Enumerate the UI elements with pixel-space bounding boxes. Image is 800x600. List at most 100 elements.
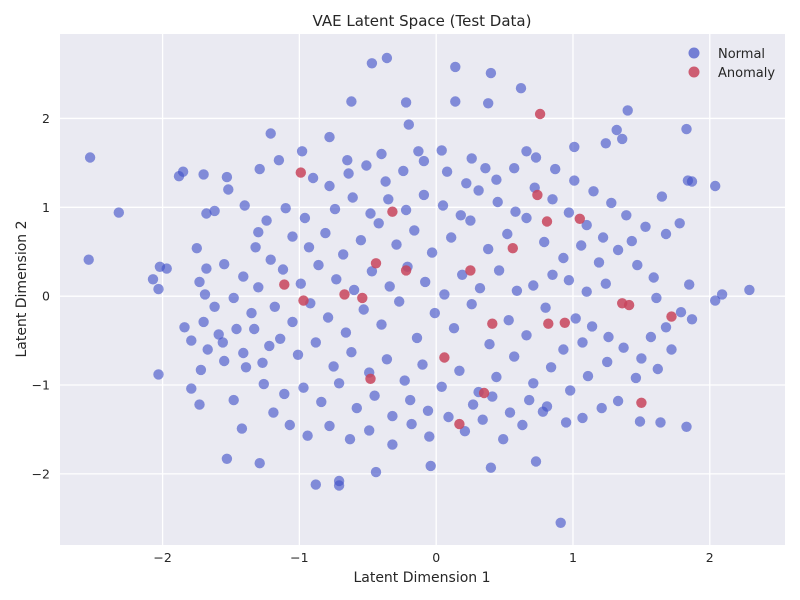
normal-point: [582, 370, 594, 382]
normal-point: [547, 194, 558, 205]
normal-point: [622, 105, 633, 116]
y-tick-label: 2: [42, 111, 50, 126]
normal-point: [83, 254, 94, 265]
normal-point: [461, 178, 472, 189]
normal-point: [383, 194, 394, 205]
normal-point: [254, 163, 265, 175]
normal-point: [418, 155, 430, 167]
normal-point: [570, 313, 581, 324]
anomaly-point: [574, 213, 585, 224]
normal-point: [558, 252, 569, 264]
normal-point: [201, 208, 212, 219]
normal-point: [510, 206, 521, 217]
normal-point: [258, 378, 269, 390]
normal-point: [660, 228, 672, 240]
normal-point: [630, 372, 642, 384]
normal-point: [313, 259, 324, 271]
normal-point: [405, 394, 416, 406]
anomaly-point: [454, 418, 465, 430]
normal-point: [606, 197, 617, 209]
normal-point: [492, 196, 503, 208]
normal-point: [586, 321, 598, 332]
normal-point: [626, 235, 637, 247]
normal-point: [593, 257, 605, 268]
y-tick-label: 1: [42, 200, 50, 215]
normal-point: [209, 205, 220, 217]
normal-point: [645, 331, 657, 343]
tick-labels: −2 −1 0 1 2 −2 −1 0 1 2: [32, 111, 714, 565]
normal-point: [547, 269, 558, 280]
normal-point: [651, 292, 662, 304]
legend-marker-anomaly: [688, 66, 700, 78]
normal-point: [517, 419, 528, 431]
anomaly-point: [666, 311, 677, 322]
normal-point: [261, 215, 272, 226]
normal-point: [454, 365, 465, 376]
normal-point: [439, 289, 450, 300]
normal-point: [498, 434, 509, 445]
normal-point: [231, 323, 242, 335]
normal-point: [195, 364, 207, 376]
normal-point: [394, 296, 405, 307]
normal-point: [307, 172, 319, 184]
normal-point: [275, 333, 286, 344]
normal-point: [324, 131, 335, 143]
normal-point: [411, 332, 423, 344]
normal-point: [400, 204, 412, 216]
normal-point: [509, 163, 520, 174]
normal-point: [331, 274, 342, 285]
normal-point: [295, 278, 306, 289]
anomaly-point: [298, 295, 309, 306]
anomaly-point: [478, 387, 490, 399]
normal-point: [328, 361, 339, 372]
normal-point: [656, 191, 668, 202]
normal-point: [324, 420, 335, 432]
normal-point: [279, 388, 290, 400]
anomaly-point: [339, 289, 350, 300]
normal-point: [612, 395, 624, 407]
normal-point: [611, 124, 622, 136]
normal-point: [373, 218, 384, 229]
normal-point: [443, 411, 454, 423]
normal-point: [161, 263, 172, 274]
normal-point: [521, 212, 532, 224]
normal-point: [603, 331, 614, 343]
normal-point: [186, 335, 197, 346]
normal-point: [329, 203, 341, 215]
normal-point: [473, 185, 484, 196]
normal-point: [198, 169, 209, 180]
anomaly-point: [400, 265, 412, 276]
normal-point: [219, 355, 230, 367]
normal-point: [504, 407, 516, 418]
normal-point: [380, 176, 391, 187]
normal-point: [674, 218, 685, 229]
normal-point: [202, 344, 213, 355]
normal-point: [223, 184, 234, 195]
normal-point: [221, 171, 233, 183]
normal-point: [398, 165, 409, 177]
normal-point: [652, 363, 663, 375]
x-tick-label: 2: [706, 550, 714, 565]
normal-point: [509, 351, 520, 362]
normal-point: [346, 96, 357, 107]
normal-point: [446, 232, 457, 243]
normal-point: [417, 359, 428, 370]
normal-point: [409, 225, 420, 236]
normal-point: [429, 307, 440, 319]
normal-point: [596, 402, 607, 414]
normal-point: [710, 180, 721, 192]
normal-point: [675, 307, 687, 318]
normal-point: [342, 155, 353, 166]
normal-point: [511, 285, 523, 296]
normal-point: [640, 221, 651, 232]
normal-point: [424, 431, 435, 442]
normal-point: [450, 96, 461, 107]
normal-point: [403, 119, 414, 130]
normal-point: [436, 381, 447, 392]
y-tick-label: −1: [32, 378, 50, 393]
normal-point: [618, 342, 629, 353]
normal-point: [194, 276, 205, 288]
normal-point: [521, 146, 532, 157]
normal-point: [563, 207, 575, 218]
